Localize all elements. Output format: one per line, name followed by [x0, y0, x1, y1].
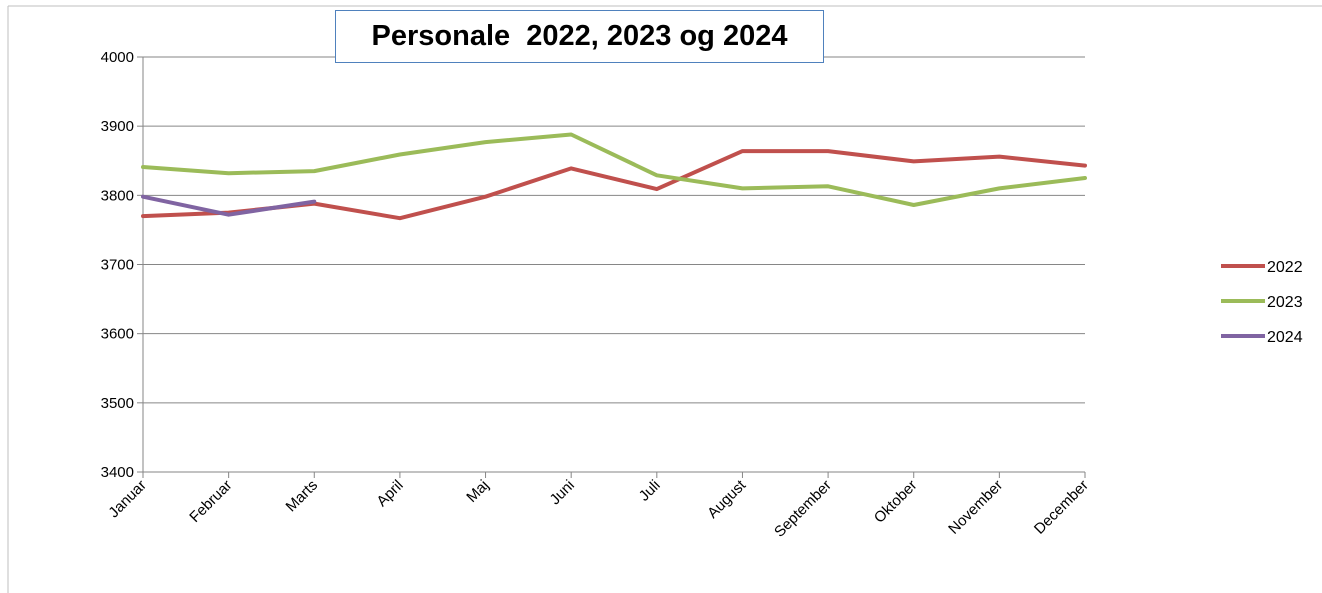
x-tick-label: Februar	[186, 477, 235, 526]
y-tick-label: 3600	[101, 326, 134, 343]
legend-label-2023: 2023	[1267, 294, 1303, 311]
y-tick-label: 3400	[101, 464, 134, 481]
y-tick-labels: 3400 3500 3600 3700 3800 3900 4000	[101, 49, 134, 481]
series-lines	[141, 132, 1087, 221]
x-tick-label: November	[945, 477, 1006, 538]
axes	[137, 56, 1086, 478]
chart-title-box: Personale 2022, 2023 og 2024	[335, 10, 824, 63]
x-tick-label: December	[1031, 477, 1092, 538]
y-tick-label: 3900	[101, 118, 134, 135]
chart-title: Personale 2022, 2023 og 2024	[371, 20, 788, 52]
x-tick-label: Juli	[636, 477, 664, 505]
x-tick-label: April	[373, 477, 406, 510]
legend: 2022 2023 2024	[1221, 259, 1303, 346]
series-line-2023	[141, 132, 1087, 207]
y-tick-label: 3700	[101, 257, 134, 274]
x-tick-labels: Januar Februar Marts April Maj Juni Juli August…	[105, 476, 1091, 540]
gridlines	[143, 56, 1085, 404]
x-tick-label: Marts	[283, 477, 322, 516]
x-tick-label: Januar	[105, 477, 149, 521]
y-tick-label: 3500	[101, 395, 134, 412]
x-tick-label: August	[704, 476, 750, 522]
x-tick-label: Oktober	[871, 477, 921, 527]
x-tick-label: September	[771, 477, 835, 541]
legend-label-2022: 2022	[1267, 259, 1303, 276]
y-tick-label: 3800	[101, 187, 134, 204]
series-line-2024	[141, 194, 317, 217]
legend-label-2024: 2024	[1267, 329, 1303, 346]
x-tick-label: Juni	[547, 477, 578, 508]
y-tick-label: 4000	[101, 49, 134, 66]
x-tick-label: Maj	[463, 477, 492, 506]
